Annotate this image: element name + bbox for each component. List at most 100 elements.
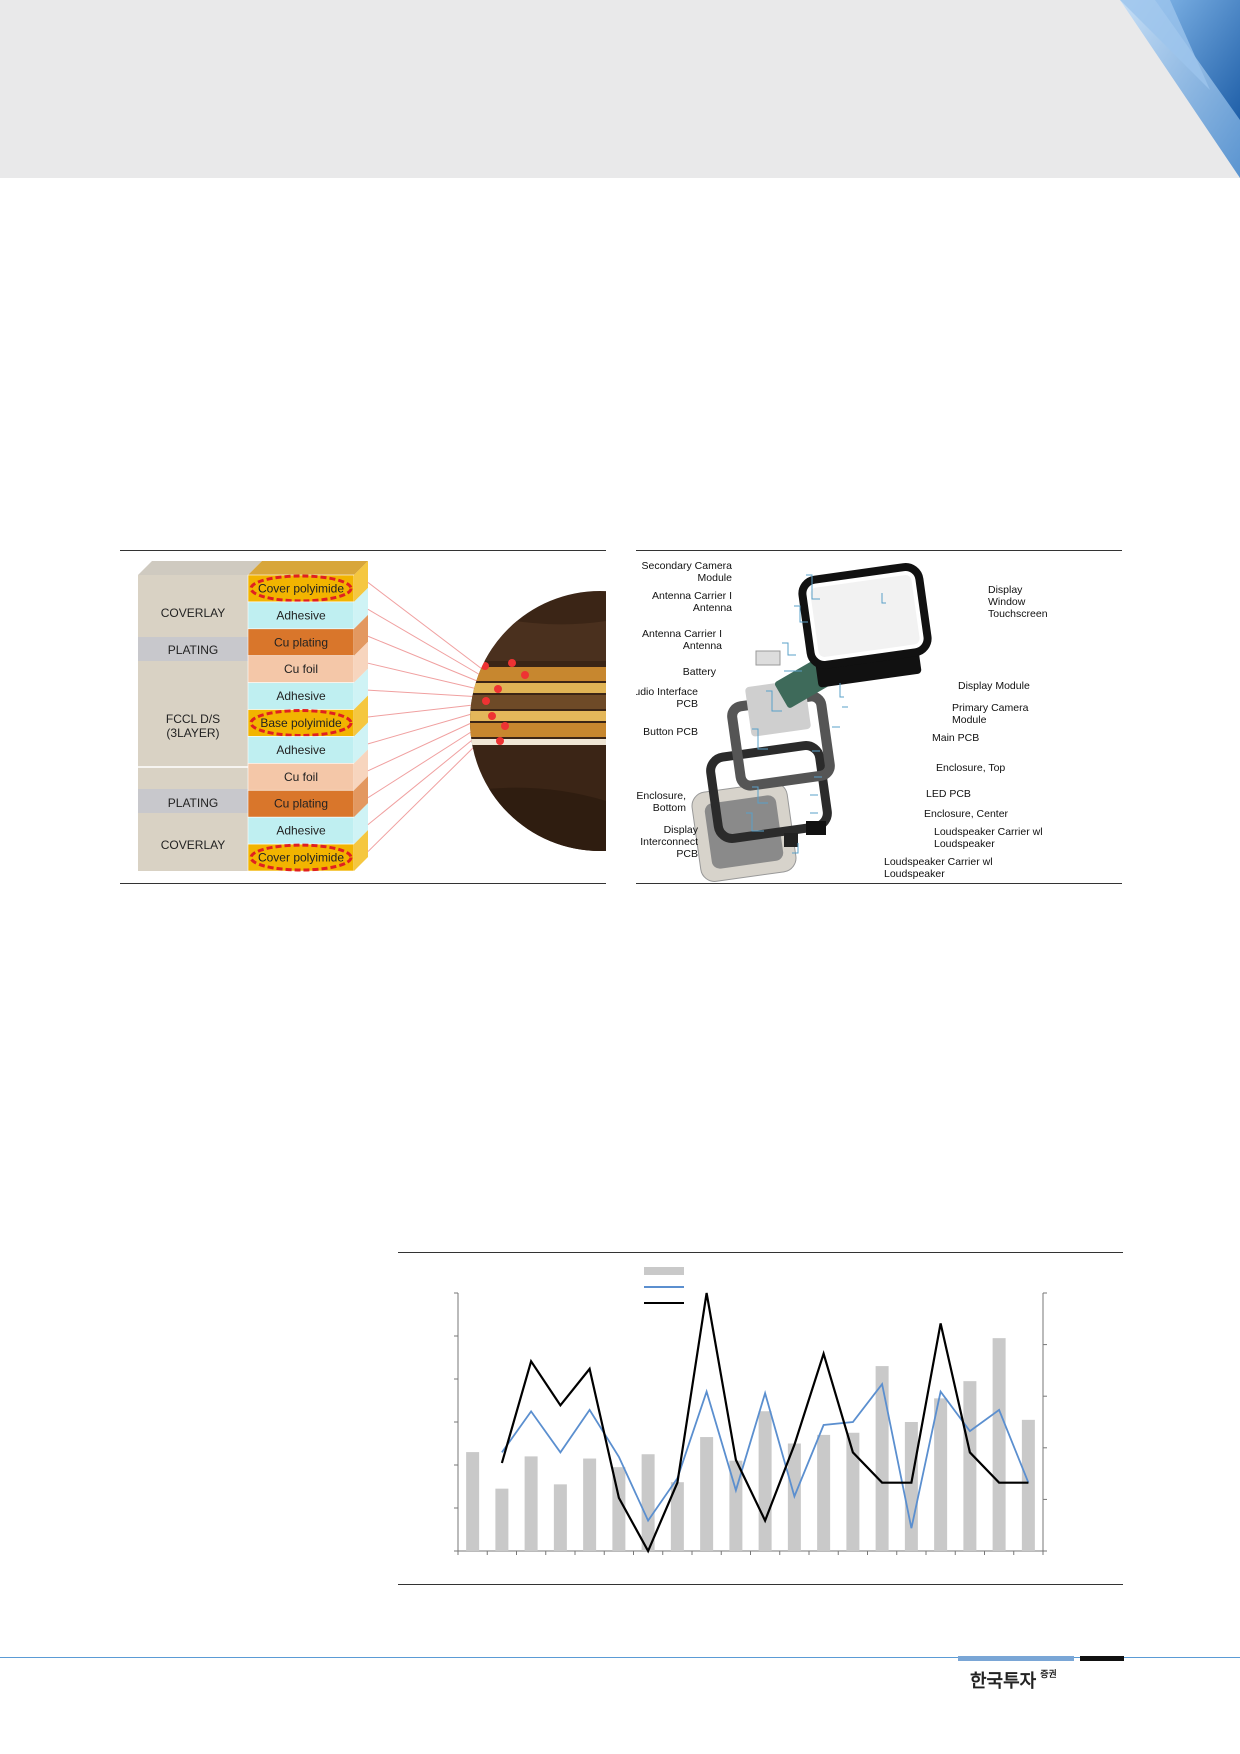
bar-6 xyxy=(641,1454,655,1551)
bar-14 xyxy=(875,1366,889,1551)
layer-connector xyxy=(367,710,483,745)
layer-label: Adhesive xyxy=(276,824,326,838)
bar-9 xyxy=(729,1460,743,1551)
layer-band xyxy=(247,816,355,845)
label-primary-camera-module: Module xyxy=(952,714,987,726)
label-enclosure-bottom: Enclosure, xyxy=(636,790,686,802)
layer-5: Base polyimide xyxy=(247,695,368,737)
layer-band xyxy=(247,628,355,657)
layer-side xyxy=(354,614,368,656)
footer-brand-suffix: 증권 xyxy=(1040,1670,1057,1680)
bar-13 xyxy=(846,1432,860,1551)
layer-side xyxy=(354,722,368,764)
bar-0 xyxy=(466,1452,480,1551)
layer-label: Adhesive xyxy=(276,743,326,757)
label-primary-camera: Primary Camera xyxy=(952,702,1029,714)
bar-10 xyxy=(758,1411,772,1551)
label-display-window: Window xyxy=(988,596,1026,608)
footer-brand-name: 한국투자 xyxy=(970,1671,1037,1692)
layer-connector xyxy=(367,731,483,826)
connector-lines xyxy=(367,582,483,852)
line-series-2 xyxy=(500,1292,1029,1554)
layer-label: Cover polyimide xyxy=(258,581,344,595)
label-enclosure-center: Enclosure, Center xyxy=(924,808,1009,820)
legend-swatch-black-line xyxy=(644,1302,684,1304)
label-display-interconnect-2: Interconnect xyxy=(640,836,698,848)
highlight-ellipse xyxy=(249,709,353,737)
layer-connector xyxy=(367,662,483,691)
layer-7: Cu foil xyxy=(247,749,368,791)
label-antenna-1: Antenna xyxy=(693,602,732,614)
label-fccl: FCCL D/S xyxy=(166,712,220,726)
label-secondary-camera-module: Module xyxy=(698,572,733,584)
label-display-interconnect-pcb: PCB xyxy=(676,848,698,860)
label-loudspeaker-carrier-2: Loudspeaker Carrier wl xyxy=(884,856,993,868)
label-button-pcb: Button PCB xyxy=(643,726,698,738)
layer-side xyxy=(354,641,368,683)
label-antenna-carrier-1: Antenna Carrier I xyxy=(652,590,732,602)
label-plating-top: PLATING xyxy=(168,643,218,657)
combo-chart-figure xyxy=(398,1252,1123,1585)
label-audio-interface: Audio Interface xyxy=(636,686,698,698)
label-antenna-carrier-2: Antenna Carrier I xyxy=(642,628,722,640)
legend-swatch-blue-line xyxy=(644,1286,684,1288)
layer-10: Cover polyimide xyxy=(247,830,368,872)
label-display-module: Display Module xyxy=(958,680,1030,692)
label-led-pcb: LED PCB xyxy=(926,788,971,800)
bar-1 xyxy=(495,1488,509,1551)
legend-item-black-line xyxy=(644,1295,684,1311)
layer-band xyxy=(247,709,355,737)
layer-side xyxy=(354,587,368,629)
bar-3 xyxy=(553,1484,567,1551)
label-coverlay-top: COVERLAY xyxy=(161,606,225,620)
label-loudspeaker-carrier-1: Loudspeaker Carrier wl xyxy=(934,826,1043,838)
teardown-diagram: Secondary Camera Module Antenna Carrier … xyxy=(627,560,1048,882)
corner-decoration xyxy=(1120,0,1240,178)
footer-accent-blue xyxy=(958,1656,1074,1661)
layer-2: Cu plating xyxy=(247,614,368,657)
layer-label: Cu foil xyxy=(284,662,318,676)
layer-1: Adhesive xyxy=(247,587,368,630)
layer-band xyxy=(247,843,355,872)
chart-plot xyxy=(454,1292,1047,1555)
footer-rule xyxy=(0,1657,1240,1658)
layer-label: Base polyimide xyxy=(260,716,342,730)
right-part-labels: Display Window Touchscreen Display Modul… xyxy=(884,584,1048,880)
label-enclosure-top: Enclosure, Top xyxy=(936,762,1005,774)
layer-connector xyxy=(367,635,483,684)
layer-band xyxy=(247,763,355,791)
layer-side xyxy=(354,561,368,602)
bar-8 xyxy=(700,1437,714,1551)
layer-side xyxy=(354,803,368,845)
label-plating-bottom: PLATING xyxy=(168,796,218,810)
layer-stack: Cover polyimide Adhesive Cu plating Cu foil… xyxy=(247,561,368,872)
label-fccl-layers: (3LAYER) xyxy=(166,726,219,740)
layer-label: Cu plating xyxy=(274,797,328,811)
layer-side xyxy=(354,749,368,791)
legend-swatch-bar xyxy=(644,1267,684,1275)
fpcb-structure-figure: COVERLAY PLATING FCCL D/S (3LAYER) PLATI… xyxy=(120,550,606,884)
footer-accent-black xyxy=(1080,1656,1124,1661)
layer-label: Adhesive xyxy=(276,689,326,703)
legend-item-blue-line xyxy=(644,1279,684,1295)
label-loudspeaker-2: Loudspeaker xyxy=(884,868,945,880)
layer-connector xyxy=(367,689,483,698)
layer-label: Cu plating xyxy=(274,635,328,649)
layer-band xyxy=(247,655,355,683)
layer-connector xyxy=(367,717,483,772)
layer-connector xyxy=(367,582,483,670)
layer-6: Adhesive xyxy=(247,722,368,764)
bar-4 xyxy=(583,1458,597,1551)
layer-side xyxy=(354,668,368,710)
label-loudspeaker-1: Loudspeaker xyxy=(934,838,995,850)
label-enclosure-bottom-2: Bottom xyxy=(653,802,687,814)
bar-17 xyxy=(963,1381,977,1551)
chart-legend xyxy=(644,1263,684,1311)
layer-4: Adhesive xyxy=(247,668,368,710)
left-part-labels: Secondary Camera Module Antenna Carrier … xyxy=(627,560,733,860)
layer-label: Cu foil xyxy=(284,770,318,784)
bar-7 xyxy=(670,1482,684,1551)
label-display-interconnect: Display xyxy=(664,824,699,836)
line-series-1 xyxy=(501,1381,1030,1529)
layer-0: Cover polyimide xyxy=(247,561,368,603)
